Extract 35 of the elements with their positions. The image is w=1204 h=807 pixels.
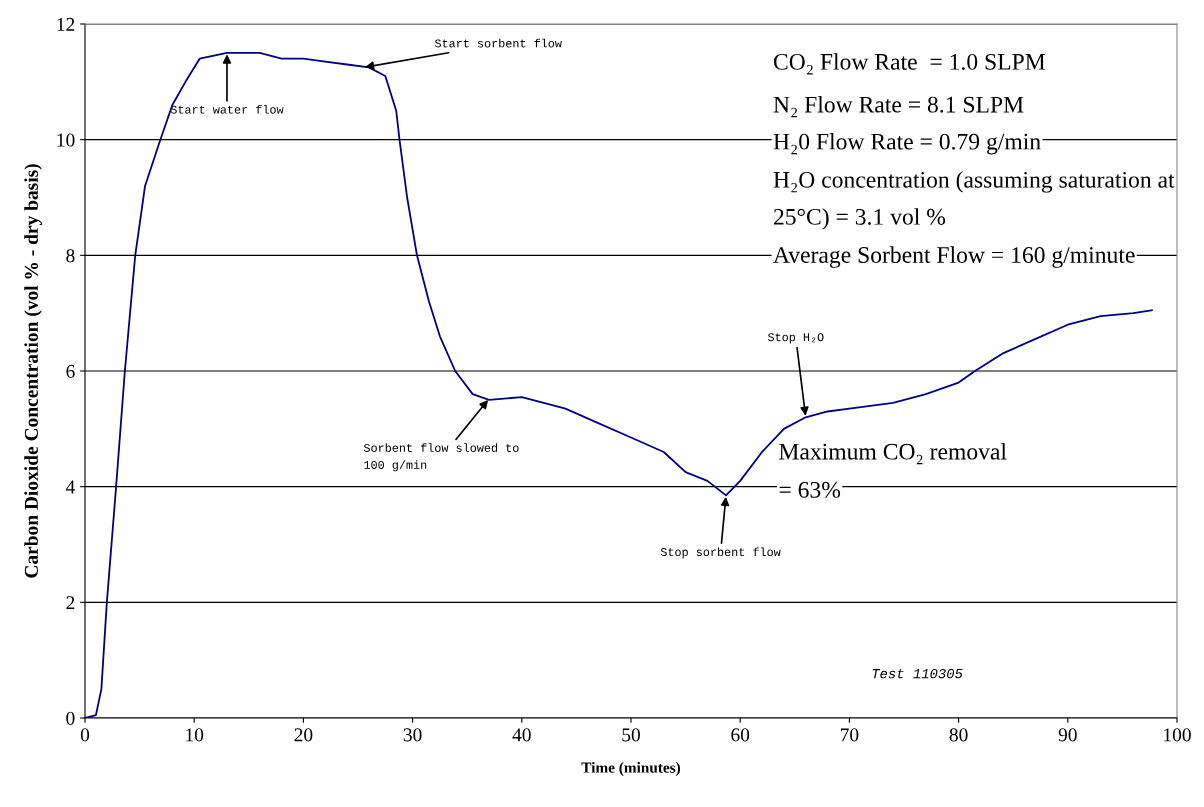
x-tick-label: 70 — [840, 728, 859, 742]
x-axis-title: Time (minutes) — [581, 762, 681, 776]
line-series — [85, 52, 1153, 718]
x-tick-label: 100 — [1164, 728, 1191, 742]
annotation: Sorbent flow slowed to 100 g/min — [363, 443, 519, 472]
x-tick-label: 50 — [622, 728, 640, 742]
x-tick-label: 60 — [731, 728, 750, 742]
x-tick-label: 0 — [80, 728, 90, 742]
annotation: Start sorbent flow — [434, 38, 562, 48]
annotation: H₂O concentration (assuming saturation at — [773, 171, 1175, 193]
x-tick-label: 20 — [294, 728, 313, 742]
y-tick-label: 10 — [57, 133, 75, 147]
annotation: = 63% — [779, 481, 841, 498]
x-tick-label: 40 — [512, 728, 531, 742]
annotation: Average Sorbent Flow = 160 g/minute — [773, 246, 1135, 268]
annotation: CO₂ Flow Rate = 1.0 SLPM — [773, 53, 1046, 75]
y-tick-label: 8 — [66, 249, 75, 263]
x-tick-label: 10 — [186, 728, 204, 742]
annotation: Stop sorbent flow — [660, 547, 781, 559]
annotation: N₂ Flow Rate = 8.1 SLPM — [773, 96, 1024, 118]
annotation: 25°C) = 3.1 vol % — [774, 208, 946, 230]
annotation: Test 110305 — [872, 668, 963, 679]
annotation: Start water flow — [170, 104, 284, 114]
x-tick-label: 80 — [949, 728, 968, 742]
y-tick-label: 2 — [66, 596, 75, 610]
y-axis-title: Carbon Dioxide Concentration (vol % - dry basis) — [24, 164, 42, 578]
y-tick-label: 12 — [57, 17, 75, 31]
x-tick-label: 30 — [403, 728, 422, 742]
annotation: H₂0 Flow Rate = 0.79 g/min — [773, 132, 1041, 155]
x-tick-label: 90 — [1058, 728, 1077, 742]
y-tick-label: 6 — [66, 364, 75, 378]
annotation: Stop H₂O — [767, 333, 824, 344]
y-tick-label: 4 — [65, 480, 75, 494]
annotation: Maximum CO₂ removal — [779, 443, 1007, 465]
y-tick-label: 0 — [66, 711, 75, 725]
